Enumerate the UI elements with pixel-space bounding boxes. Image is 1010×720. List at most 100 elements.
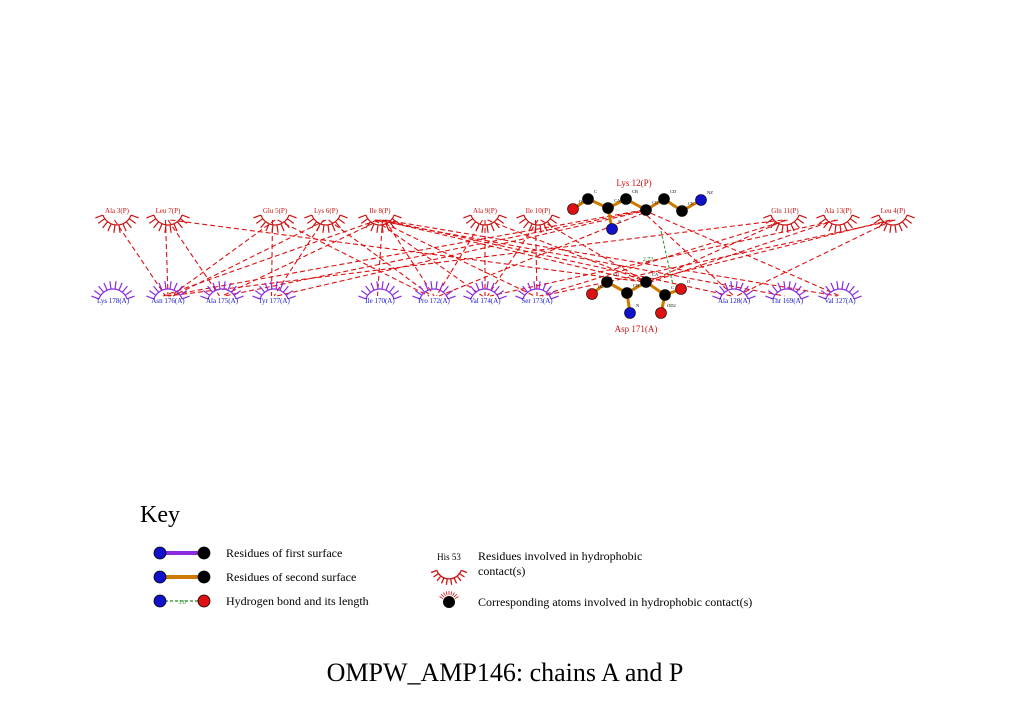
residue-ala3p: Ala 3(P)	[95, 207, 139, 233]
key-hydrophobic-residue-name: His 53	[437, 552, 461, 562]
atom-lys12p-cg	[640, 204, 652, 216]
residue-ala175a: Ala 175(A)	[200, 281, 244, 305]
residue-label-val127a: Val 127(A)	[824, 297, 856, 305]
residue-ala128a: Ala 128(A)	[712, 281, 756, 305]
residue-gln11p: Gln 11(P)	[763, 207, 807, 233]
atom-label-lys12p-cb: CB	[632, 189, 638, 194]
contact-line-ile10p-val174a	[487, 219, 539, 297]
contact-line-lys6p-asn176a	[172, 219, 327, 297]
atom-asp171a-c	[659, 289, 671, 301]
hydrogen-bond: 2.72	[643, 230, 674, 286]
ligand-lys12p: O C CA CB CG CD CE NZ N Lys 12(P)	[567, 178, 713, 235]
key-hydrophobic-arc	[430, 569, 468, 585]
contact-line-lys12p-asn176a	[165, 209, 644, 297]
contact-line-ile8p-ser173a	[377, 219, 535, 297]
residue-label-ile170a: Ile 170(A)	[365, 297, 395, 305]
atom-asp171a-cb	[621, 287, 633, 299]
ligand-residues: 2.72 O C CA CB CG CD CE NZ N Lys 12(P) OD1 CG CB CA C O N…	[567, 178, 713, 334]
contact-line-ala13p-asp171a	[650, 219, 836, 283]
residue-label-ala13p: Ala 13(P)	[824, 207, 852, 215]
contact-line-ile8p-val174a	[374, 219, 483, 297]
contact-line-ile8p-asn176a	[162, 219, 378, 297]
residue-arc-ser173a	[515, 281, 559, 300]
residue-label-ala9p: Ala 9(P)	[473, 207, 498, 215]
contact-line-glu5p-asn176a	[170, 219, 276, 297]
hbond-length-label: 2.72	[643, 257, 654, 263]
key-hbond-length: 3.0	[178, 600, 186, 606]
residue-arc-val127a	[818, 281, 862, 300]
contact-line-lys6p-tyr177a	[273, 219, 324, 297]
key-hbond-atom-o	[197, 594, 211, 608]
atom-label-lys12p-nz: NZ	[707, 190, 713, 195]
contact-line-lys12p-pro172a	[438, 209, 652, 297]
residue-label-leu7p: Leu 7(P)	[156, 207, 181, 215]
contact-line-leu4p-asp171a	[640, 219, 891, 283]
atom-label-asp171a-od1: OD1	[598, 284, 607, 289]
contact-line-leu4p-ala128a	[736, 219, 894, 297]
atom-asp171a-cg	[601, 276, 613, 288]
contact-line-ile8p-ala175a	[221, 219, 381, 297]
key-hydrophobic-atom-spokes	[439, 591, 459, 599]
atom-lys12p-o	[567, 203, 579, 215]
residue-val174a: Val 174(A)	[463, 281, 507, 305]
residue-leu4p: Leu 4(P)	[871, 207, 915, 233]
atom-asp171a-ca	[640, 276, 652, 288]
residue-label-tyr177a: Tyr 177(A)	[258, 297, 290, 305]
contact-line-ile8p-val127a	[384, 219, 838, 297]
atom-label-lys12p-n: N	[618, 219, 622, 224]
atom-label-lys12p-ca: CA	[614, 198, 621, 203]
atom-lys12p-cb	[620, 193, 632, 205]
residue-arcs: Ala 3(P) Leu 7(P) Glu 5(P) Lys 6(P) Ile 8(P)…	[91, 207, 915, 305]
atom-label-asp171a-od2: OD2	[667, 303, 676, 308]
contact-line-ala13p-val174a	[489, 219, 839, 297]
residue-label-ala175a: Ala 175(A)	[206, 297, 239, 305]
residue-pro172a: Pro 172(A)	[412, 281, 456, 305]
contact-line-ile10p-asp171a	[540, 219, 647, 283]
residue-label-asn176a: Asn 176(A)	[151, 297, 185, 305]
key-heading: Key	[140, 502, 180, 528]
key-panel: Key Residues of first surface Residues o…	[140, 502, 752, 609]
contact-line-ile10p-ser173a	[534, 219, 538, 297]
atom-label-lys12p-c: C	[594, 189, 597, 194]
residue-label-ala128a: Ala 128(A)	[718, 297, 751, 305]
key-first-surface-atom-n	[153, 546, 167, 560]
residue-arc-ala175a	[200, 281, 244, 300]
residue-arc-glu5p	[253, 214, 297, 233]
residue-arc-val174a	[463, 281, 507, 300]
contact-line-gln11p-asn176a	[167, 219, 783, 297]
atom-label-lys12p-ce: CE	[688, 201, 694, 206]
ligand-label-lys12p: Lys 12(P)	[616, 178, 651, 188]
ligand-label-asp171a: Asp 171(A)	[615, 324, 658, 334]
atom-lys12p-nz	[695, 194, 707, 206]
contact-line-ala9p-asp171a	[487, 219, 647, 283]
atom-lys12p-c	[582, 193, 594, 205]
residue-ile10p: Ile 10(P)	[516, 207, 560, 233]
residue-label-lys6p: Lys 6(P)	[314, 207, 339, 215]
contact-line-lys6p-pro172a	[328, 219, 432, 297]
atom-lys12p-cd	[658, 193, 670, 205]
residue-val127a: Val 127(A)	[818, 281, 862, 305]
contact-line-lys12p-ala128a	[640, 209, 735, 297]
contact-line-leu7p-asn176a	[164, 219, 169, 297]
atom-asp171a-od2	[655, 307, 667, 319]
residue-label-thr169a: Thr 169(A)	[771, 297, 804, 305]
key-hbond-label: Hydrogen bond and its length	[226, 594, 369, 608]
key-hbond-atom-n	[153, 594, 167, 608]
atom-label-asp171a-n: N	[636, 303, 640, 308]
contact-line-lys12p-val127a	[643, 209, 841, 297]
atom-label-asp171a-c: C	[671, 285, 674, 290]
residue-thr169a: Thr 169(A)	[765, 281, 809, 305]
residue-label-leu4p: Leu 4(P)	[881, 207, 906, 215]
hydrophobic-contacts	[114, 209, 896, 297]
residue-arc-ala13p	[816, 214, 860, 233]
residue-label-ser173a: Ser 173(A)	[521, 297, 553, 305]
residue-arc-ala3p	[95, 214, 139, 233]
contact-line-ile8p-thr169a	[374, 219, 785, 297]
key-hydrophobic-atoms-label: Corresponding atoms involved in hydropho…	[478, 595, 752, 609]
residue-ser173a: Ser 173(A)	[515, 281, 559, 305]
residue-arc-thr169a	[765, 281, 809, 300]
residue-ala13p: Ala 13(P)	[816, 207, 860, 233]
residue-arc-ile10p	[516, 214, 560, 233]
diagram-title: OMPW_AMP146: chains A and P	[327, 658, 684, 687]
